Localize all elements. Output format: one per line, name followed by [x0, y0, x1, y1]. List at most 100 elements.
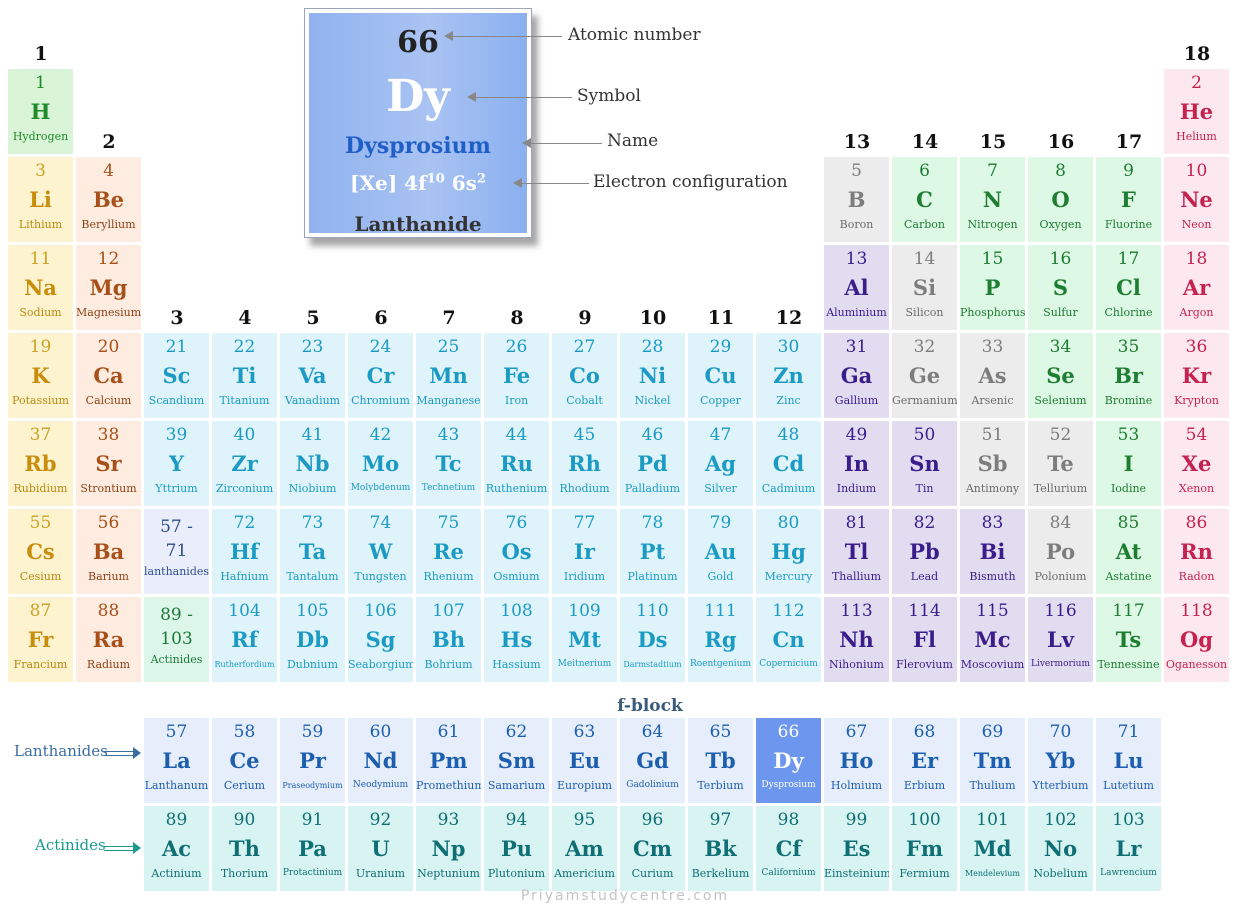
featured-atomic-number: 66	[397, 25, 439, 60]
element-symbol: Ds	[637, 627, 668, 652]
element-symbol: Cr	[366, 363, 395, 388]
element-cell-ge: 32 Ge Germanium	[892, 333, 957, 418]
atomic-number: 41	[301, 425, 324, 445]
element-symbol: Cf	[775, 836, 802, 861]
atomic-number: 84	[1049, 513, 1072, 533]
element-symbol: Li	[29, 187, 52, 212]
atomic-number: 97	[709, 810, 732, 830]
element-name: Einsteinium	[824, 867, 889, 880]
element-cell-mc: 115 Mc Moscovium	[960, 597, 1025, 682]
atomic-number: 21	[165, 337, 188, 357]
element-symbol: Ti	[232, 363, 257, 388]
atomic-number: 92	[369, 810, 392, 830]
atomic-number: 98	[777, 810, 800, 830]
element-symbol: Er	[910, 748, 939, 773]
annotation-arrow-atomic-number	[444, 31, 562, 41]
element-symbol: Ag	[705, 451, 736, 476]
element-cell-np: 93 Np Neptunium	[416, 806, 481, 891]
element-cell-eu: 63 Eu Europium	[552, 718, 617, 803]
atomic-number: 30	[777, 337, 800, 357]
element-name: Fermium	[899, 867, 950, 880]
annotation-arrow-symbol	[467, 92, 572, 102]
atomic-number: 66	[777, 722, 800, 742]
element-cell-cs: 55 Cs Cesium	[8, 509, 73, 594]
atomic-number: 107	[432, 601, 465, 621]
element-name: Promethium	[416, 779, 481, 792]
atomic-number: 72	[233, 513, 256, 533]
element-symbol: Hf	[230, 539, 259, 564]
element-name: Palladium	[624, 482, 681, 495]
element-name: Niobium	[288, 482, 337, 495]
element-cell-tb: 65 Tb Terbium	[688, 718, 753, 803]
atomic-number: 99	[845, 810, 868, 830]
atomic-number: 114	[908, 601, 941, 621]
element-name: Livermorium	[1030, 659, 1091, 669]
element-cell-be: 4 Be Beryllium	[76, 157, 141, 242]
atomic-number: 118	[1180, 601, 1213, 621]
element-cell-ho: 67 Ho Holmium	[824, 718, 889, 803]
element-name: Rhodium	[559, 482, 610, 495]
element-name: Protactinium	[282, 868, 343, 878]
atomic-number: 14	[913, 249, 936, 269]
group-number-17: 17	[1115, 131, 1143, 153]
atomic-number: 38	[97, 425, 120, 445]
element-name: Californium	[761, 868, 816, 878]
element-cell-th: 90 Th Thorium	[212, 806, 277, 891]
atomic-number: 110	[636, 601, 669, 621]
element-cell-bi: 83 Bi Bismuth	[960, 509, 1025, 594]
element-name: Indium	[836, 482, 877, 495]
atomic-number: 31	[845, 337, 868, 357]
element-name: Terbium	[697, 779, 744, 792]
atomic-number: 55	[29, 513, 52, 533]
element-name: Roentgenium	[689, 659, 752, 669]
element-cell-mn: 25 Mn Manganese	[416, 333, 481, 418]
element-symbol: Xe	[1181, 451, 1212, 476]
element-cell-u: 92 U Uranium	[348, 806, 413, 891]
atomic-number: 69	[981, 722, 1004, 742]
element-symbol: Th	[229, 836, 260, 861]
element-symbol: Gd	[636, 748, 669, 773]
element-name: Polonium	[1034, 570, 1087, 583]
element-symbol: H	[30, 99, 51, 124]
element-name: Samarium	[487, 779, 546, 792]
element-cell-mo: 42 Mo Molybdenum	[348, 421, 413, 506]
element-cell-dy: 66 Dy Dysprosium	[756, 718, 821, 803]
element-symbol: Fe	[502, 363, 531, 388]
element-name: Hassium	[492, 658, 541, 671]
element-cell-fl: 114 Fl Flerovium	[892, 597, 957, 682]
featured-element-card: 66 Dy Dysprosium [Xe] 4f10 6s2 Lanthanid…	[304, 8, 532, 238]
element-cell-te: 52 Te Tellurium	[1028, 421, 1093, 506]
element-name: Xenon	[1178, 482, 1215, 495]
element-cell-og: 118 Og Oganesson	[1164, 597, 1229, 682]
f-block-label: f-block	[617, 696, 683, 716]
element-name: Praseodymium	[282, 781, 343, 790]
element-name: Plutonium	[487, 867, 546, 880]
element-cell-ne: 10 Ne Neon	[1164, 157, 1229, 242]
group-number-7: 7	[442, 307, 456, 329]
element-cell-sr: 38 Sr Strontium	[76, 421, 141, 506]
element-symbol: Rf	[231, 627, 258, 652]
element-cell-s: 16 S Sulfur	[1028, 245, 1093, 330]
element-symbol: Ra	[92, 627, 125, 652]
atomic-number: 19	[29, 337, 52, 357]
element-name: Scandium	[148, 394, 205, 407]
element-cell-tm: 69 Tm Thulium	[960, 718, 1025, 803]
element-cell-w: 74 W Tungsten	[348, 509, 413, 594]
element-name: Oganesson	[1165, 658, 1228, 671]
element-symbol: As	[978, 363, 1007, 388]
element-cell-f: 9 F Fluorine	[1096, 157, 1161, 242]
element-symbol: Ts	[1115, 627, 1142, 652]
atomic-number: 37	[29, 425, 52, 445]
atomic-number: 44	[505, 425, 528, 445]
element-symbol: Am	[565, 836, 604, 861]
element-symbol: Si	[912, 275, 937, 300]
element-cell-ra: 88 Ra Radium	[76, 597, 141, 682]
atomic-number: 100	[908, 810, 941, 830]
element-cell-yb: 70 Yb Ytterbium	[1028, 718, 1093, 803]
element-name: Actinium	[151, 867, 202, 880]
element-cell-sn: 50 Sn Tin	[892, 421, 957, 506]
atomic-number: 71	[1117, 722, 1140, 742]
element-cell-ds: 110 Ds Darmstadtium	[620, 597, 685, 682]
element-name: Titanium	[219, 394, 270, 407]
element-symbol: In	[843, 451, 870, 476]
